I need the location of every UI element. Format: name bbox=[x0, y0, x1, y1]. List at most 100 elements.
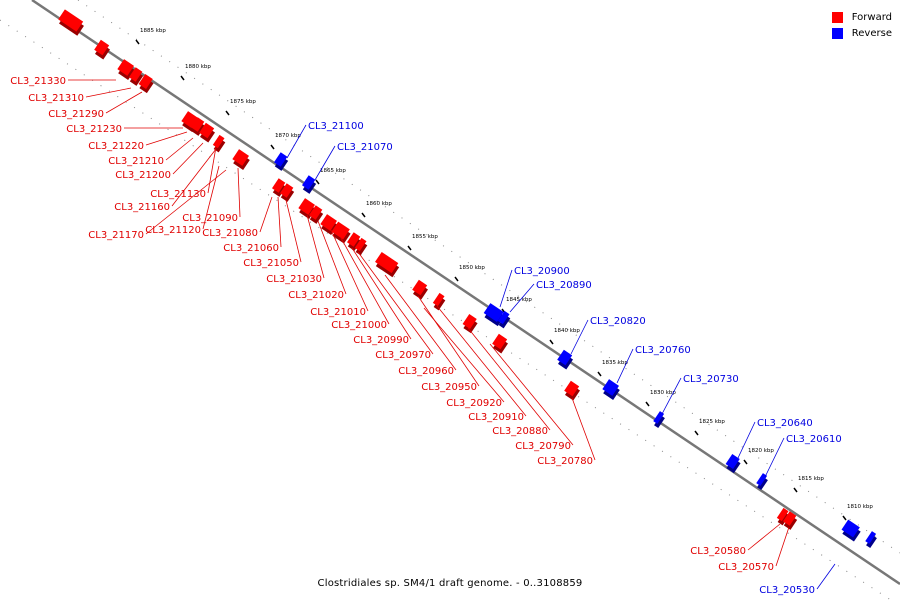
forward-gene-label[interactable]: CL3_21010 bbox=[310, 307, 366, 318]
reverse-gene-label-leader bbox=[314, 145, 336, 181]
inner-dotted-track bbox=[0, 19, 892, 600]
gene-features bbox=[58, 9, 877, 549]
forward-gene-label[interactable]: CL3_20950 bbox=[421, 382, 477, 393]
reverse-gene-label-leader bbox=[737, 421, 756, 459]
reverse-gene bbox=[602, 379, 620, 400]
forward-gene bbox=[191, 117, 206, 136]
forward-gene-label[interactable]: CL3_20990 bbox=[353, 335, 409, 346]
scale-tick-mark bbox=[793, 487, 798, 493]
reverse-gene-label[interactable]: CL3_21070 bbox=[337, 142, 393, 153]
forward-gene-label[interactable]: CL3_20970 bbox=[375, 350, 431, 361]
forward-gene-label-leader bbox=[105, 91, 143, 114]
reverse-gene bbox=[725, 454, 741, 474]
legend: Forward Reverse bbox=[831, 9, 892, 41]
reverse-gene-label[interactable]: CL3_20760 bbox=[635, 345, 691, 356]
forward-gene-label[interactable]: CL3_20920 bbox=[446, 398, 502, 409]
forward-gene-label[interactable]: CL3_21230 bbox=[66, 124, 122, 135]
forward-gene bbox=[280, 183, 295, 202]
scale-tick-label: 1865 kbp bbox=[320, 168, 346, 174]
scale-tick-mark bbox=[597, 371, 602, 377]
reverse-gene-label-leader bbox=[816, 563, 836, 590]
scale-tick-mark bbox=[225, 110, 230, 116]
forward-gene-label[interactable]: CL3_21060 bbox=[223, 243, 279, 254]
genome-caption: Clostridiales sp. SM4/1 draft genome. - … bbox=[317, 578, 583, 589]
forward-gene bbox=[58, 9, 84, 36]
forward-gene-label-leader bbox=[237, 167, 241, 218]
reverse-gene-label[interactable]: CL3_20530 bbox=[759, 585, 815, 596]
forward-gene-label[interactable]: CL3_21310 bbox=[28, 93, 84, 104]
reverse-gene-label[interactable]: CL3_21100 bbox=[308, 121, 364, 132]
reverse-gene-label[interactable]: CL3_20890 bbox=[536, 280, 592, 291]
reverse-gene-label-leader bbox=[499, 269, 513, 308]
forward-gene-label[interactable]: CL3_21210 bbox=[108, 156, 164, 167]
forward-gene-label[interactable]: CL3_20910 bbox=[468, 412, 524, 423]
forward-gene-label[interactable]: CL3_20570 bbox=[718, 562, 774, 573]
forward-gene-label[interactable]: CL3_20790 bbox=[515, 441, 571, 452]
forward-gene-label[interactable]: CL3_21090 bbox=[182, 213, 238, 224]
legend-forward-label: Forward bbox=[851, 11, 892, 23]
forward-gene-label[interactable]: CL3_20880 bbox=[492, 426, 548, 437]
forward-gene-label[interactable]: CL3_21330 bbox=[10, 76, 66, 87]
forward-gene bbox=[309, 205, 324, 224]
forward-gene-label-leader bbox=[259, 196, 273, 233]
forward-gene-label[interactable]: CL3_21030 bbox=[266, 274, 322, 285]
forward-gene bbox=[129, 67, 144, 86]
forward-gene-label-leader bbox=[775, 526, 790, 567]
forward-gene-label[interactable]: CL3_20580 bbox=[690, 546, 746, 557]
reverse-gene-label-leader bbox=[286, 124, 307, 159]
scale-tick-label: 1875 kbp bbox=[230, 99, 256, 105]
reverse-gene bbox=[274, 152, 289, 171]
forward-gene-label-leader bbox=[277, 196, 282, 248]
gene-labels: CL3_21330 CL3_21310 CL3_21290 CL3_21230 CL3_… bbox=[10, 76, 841, 596]
genome-backbone bbox=[31, 0, 900, 586]
forward-gene-label-leader bbox=[145, 169, 227, 235]
scale-tick-label: 1835 kbp bbox=[602, 360, 628, 366]
forward-gene bbox=[272, 178, 287, 197]
forward-gene-label[interactable]: CL3_21220 bbox=[88, 141, 144, 152]
reverse-gene-label[interactable]: CL3_20900 bbox=[514, 266, 570, 277]
forward-gene bbox=[412, 279, 428, 300]
reverse-gene-label-leader bbox=[661, 377, 682, 415]
scale-tick-mark bbox=[180, 75, 185, 81]
reverse-gene-label-leader bbox=[570, 319, 589, 355]
forward-gene-label[interactable]: CL3_21160 bbox=[114, 202, 170, 213]
forward-gene-label[interactable]: CL3_21020 bbox=[288, 290, 344, 301]
scale-tick-label: 1870 kbp bbox=[275, 133, 301, 139]
reverse-gene bbox=[497, 310, 511, 329]
forward-gene-label[interactable]: CL3_21200 bbox=[115, 170, 171, 181]
reverse-gene-label-leader bbox=[509, 283, 535, 313]
scale-tick-label: 1830 kbp bbox=[650, 390, 676, 396]
forward-gene-label[interactable]: CL3_21080 bbox=[202, 228, 258, 239]
forward-gene-label[interactable]: CL3_20780 bbox=[537, 456, 593, 467]
forward-gene-label-leader bbox=[165, 137, 194, 161]
forward-gene-label-leader bbox=[202, 165, 220, 230]
forward-gene-label[interactable]: CL3_21050 bbox=[243, 258, 299, 269]
forward-gene-label-leader bbox=[423, 307, 505, 403]
reverse-gene-label[interactable]: CL3_20640 bbox=[757, 418, 813, 429]
reverse-gene-label[interactable]: CL3_20820 bbox=[590, 316, 646, 327]
scale-tick-mark bbox=[842, 515, 847, 521]
reverse-gene-label[interactable]: CL3_20610 bbox=[786, 434, 842, 445]
scale-tick-label: 1850 kbp bbox=[459, 265, 485, 271]
reverse-gene bbox=[653, 411, 665, 429]
scale-tick-mark bbox=[743, 459, 748, 465]
scale-tick-label: 1815 kbp bbox=[798, 476, 824, 482]
forward-gene bbox=[432, 292, 446, 311]
scale-ticks: 1885 kbp 1880 kbp 1875 kbp 1870 kbp 1865 kbp… bbox=[135, 28, 873, 521]
forward-gene-label[interactable]: CL3_21120 bbox=[145, 225, 201, 236]
forward-gene-label-leader bbox=[357, 251, 434, 355]
forward-gene-label[interactable]: CL3_21170 bbox=[88, 230, 144, 241]
forward-gene-label[interactable]: CL3_21000 bbox=[331, 320, 387, 331]
forward-gene-label[interactable]: CL3_21290 bbox=[48, 109, 104, 120]
forward-gene-label[interactable]: CL3_20960 bbox=[398, 366, 454, 377]
reverse-gene-label[interactable]: CL3_20730 bbox=[683, 374, 739, 385]
scale-tick-label: 1845 kbp bbox=[506, 297, 532, 303]
legend-forward: Forward bbox=[831, 9, 892, 25]
scale-tick-label: 1885 kbp bbox=[140, 28, 166, 34]
forward-gene-label-leader bbox=[417, 295, 480, 387]
reverse-gene-label-leader bbox=[764, 437, 785, 478]
scale-tick-label: 1860 kbp bbox=[366, 201, 392, 207]
scale-tick-mark bbox=[361, 212, 366, 218]
forward-gene-label[interactable]: CL3_21130 bbox=[150, 189, 206, 200]
